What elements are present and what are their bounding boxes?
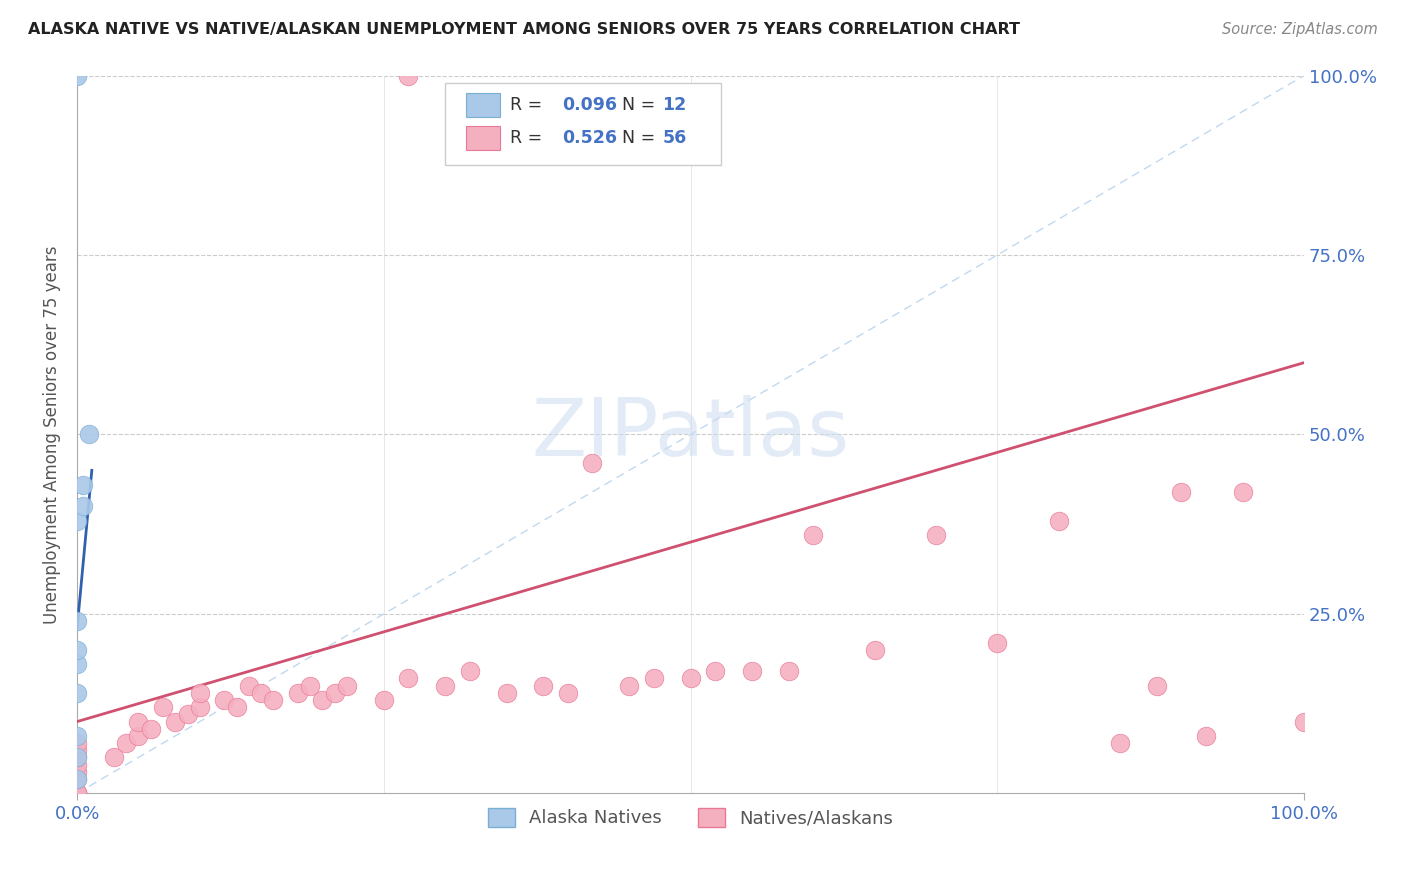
Text: N =: N = [610,129,661,147]
FancyBboxPatch shape [446,83,721,165]
Point [127,729,149,743]
Point [188,686,211,700]
Point [1232,484,1254,499]
Point [103,750,125,764]
Point [66,772,89,786]
Point [778,665,800,679]
Point [863,642,886,657]
Point [925,528,948,542]
Text: Source: ZipAtlas.com: Source: ZipAtlas.com [1222,22,1378,37]
Point [66,786,89,800]
Point [152,700,174,714]
Point [581,456,603,470]
Point [986,635,1008,649]
Point [458,665,481,679]
Point [115,736,138,750]
Point [127,714,149,729]
Text: ZIPatlas: ZIPatlas [531,395,849,474]
Text: 12: 12 [662,96,686,114]
Point [66,642,89,657]
Point [79,427,101,442]
Point [66,686,89,700]
Point [643,672,665,686]
Point [66,764,89,779]
Point [165,714,187,729]
Point [679,672,702,686]
Point [1146,679,1168,693]
Point [188,700,211,714]
Point [66,614,89,628]
Text: 0.096: 0.096 [562,96,617,114]
Point [741,665,763,679]
Point [495,686,517,700]
Point [323,686,346,700]
Bar [465,94,501,117]
Point [238,679,260,693]
Point [287,686,309,700]
Point [311,693,333,707]
Legend: Alaska Natives, Natives/Alaskans: Alaska Natives, Natives/Alaskans [481,801,901,835]
Point [1047,514,1070,528]
Point [336,679,359,693]
Point [66,514,89,528]
Point [396,672,419,686]
Point [434,679,457,693]
Point [214,693,236,707]
Point [66,69,89,83]
Point [66,750,89,764]
Text: 0.526: 0.526 [562,129,617,147]
Point [66,750,89,764]
Text: N =: N = [610,96,661,114]
Point [250,686,273,700]
Point [619,679,641,693]
Text: 56: 56 [662,129,686,147]
Point [557,686,579,700]
Point [66,736,89,750]
Y-axis label: Unemployment Among Seniors over 75 years: Unemployment Among Seniors over 75 years [44,245,60,624]
Point [225,700,247,714]
Point [1294,714,1316,729]
Point [66,743,89,757]
Point [299,679,322,693]
Point [704,665,727,679]
Point [66,772,89,786]
Point [66,786,89,800]
Point [72,500,94,514]
Point [262,693,284,707]
Bar [465,127,501,150]
Point [176,707,198,722]
Point [396,69,419,83]
Point [72,477,94,491]
Point [373,693,395,707]
Text: ALASKA NATIVE VS NATIVE/ALASKAN UNEMPLOYMENT AMONG SENIORS OVER 75 YEARS CORRELA: ALASKA NATIVE VS NATIVE/ALASKAN UNEMPLOY… [28,22,1021,37]
Point [1109,736,1132,750]
Point [1195,729,1218,743]
Point [1170,484,1192,499]
Point [139,722,162,736]
Text: R =: R = [510,96,548,114]
Text: R =: R = [510,129,548,147]
Point [66,786,89,800]
Point [66,729,89,743]
Point [66,757,89,772]
Point [66,786,89,800]
Point [531,679,554,693]
Point [801,528,824,542]
Point [66,657,89,672]
